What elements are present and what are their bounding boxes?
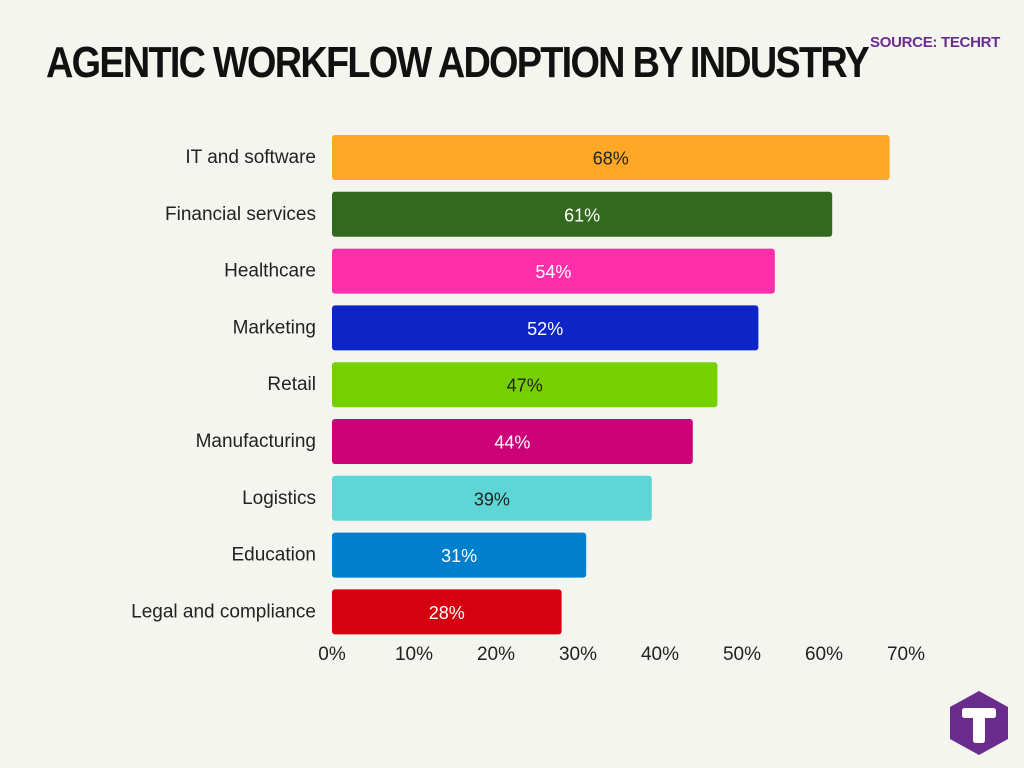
category-label: Marketing bbox=[233, 317, 316, 338]
x-tick-label: 30% bbox=[559, 644, 597, 665]
x-tick-label: 0% bbox=[318, 644, 346, 665]
bar bbox=[332, 532, 587, 578]
x-tick-label: 20% bbox=[477, 644, 515, 665]
data-label: 61% bbox=[564, 205, 600, 225]
category-label: Logistics bbox=[242, 488, 316, 509]
source-label: SOURCE: TECHRT bbox=[870, 34, 1000, 51]
x-tick-label: 40% bbox=[641, 644, 679, 665]
bar bbox=[332, 135, 890, 180]
x-tick-label: 10% bbox=[395, 644, 433, 665]
category-label: Education bbox=[231, 545, 316, 566]
bar bbox=[332, 475, 652, 521]
bar bbox=[332, 589, 562, 635]
data-label: 54% bbox=[535, 262, 571, 282]
category-label: IT and software bbox=[185, 147, 316, 168]
techrt-logo-icon bbox=[950, 691, 1008, 755]
category-label: Healthcare bbox=[224, 261, 316, 282]
data-label: 39% bbox=[474, 489, 510, 509]
chart-title: AGENTIC WORKFLOW ADOPTION BY INDUSTRY bbox=[46, 38, 870, 87]
x-tick-label: 60% bbox=[805, 644, 843, 665]
x-tick-label: 50% bbox=[723, 644, 761, 665]
data-label: 52% bbox=[527, 319, 563, 339]
x-tick-label: 70% bbox=[887, 644, 925, 665]
category-label: Financial services bbox=[165, 204, 316, 225]
category-label: Legal and compliance bbox=[131, 601, 316, 622]
category-label: Retail bbox=[267, 374, 316, 395]
bar bbox=[332, 191, 833, 237]
bar bbox=[332, 305, 759, 351]
data-label: 28% bbox=[429, 603, 465, 623]
bar bbox=[332, 362, 718, 408]
data-label: 31% bbox=[441, 546, 477, 566]
data-label: 47% bbox=[507, 376, 543, 396]
bar bbox=[332, 248, 775, 294]
data-label: 44% bbox=[494, 433, 530, 453]
category-label: Manufacturing bbox=[196, 431, 316, 452]
bar bbox=[332, 419, 693, 464]
data-label: 68% bbox=[593, 149, 629, 169]
